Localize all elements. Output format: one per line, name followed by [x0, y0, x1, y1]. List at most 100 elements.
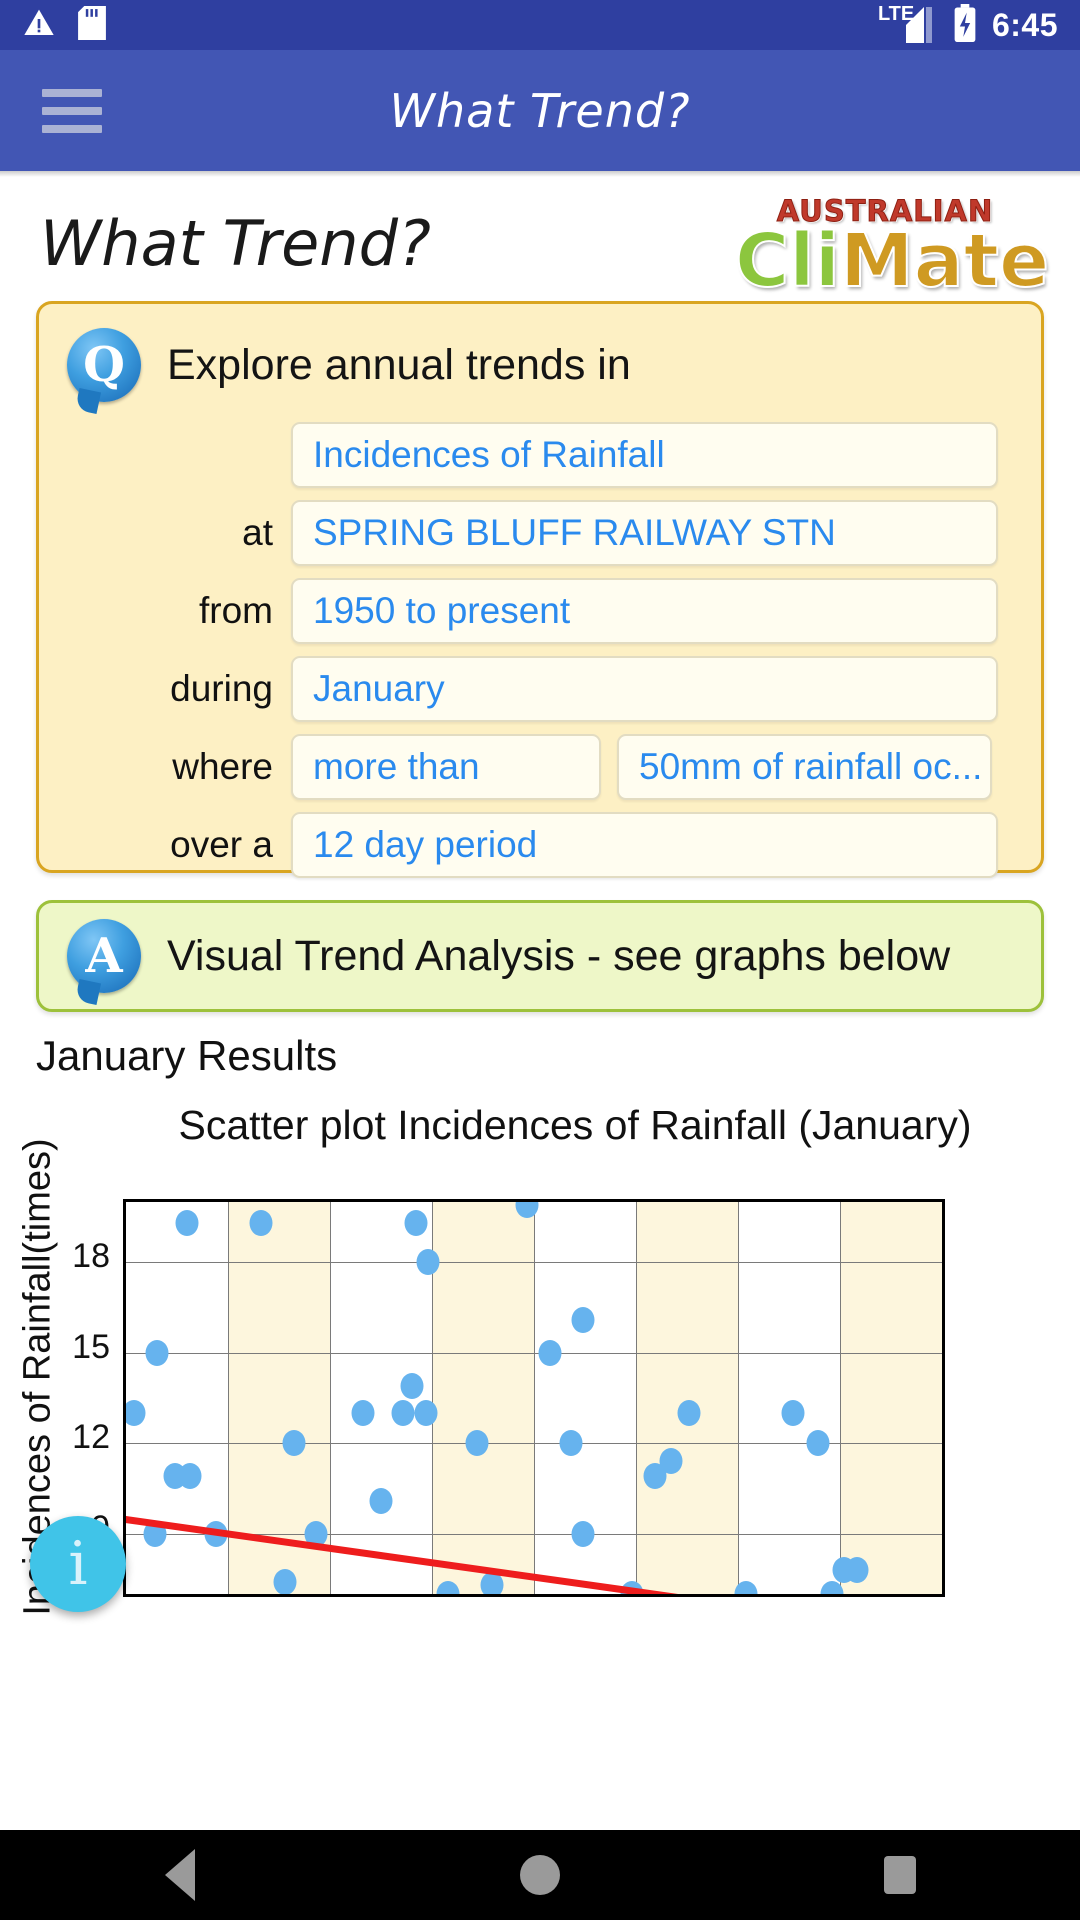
chart-gridline-vertical	[432, 1202, 433, 1594]
chart-data-point	[677, 1400, 701, 1427]
chart-gridline-vertical	[738, 1202, 739, 1594]
recents-square-icon	[884, 1856, 916, 1894]
form-row-window: over a 12 day period	[39, 806, 1041, 884]
question-card: Q Explore annual trends in Incidences of…	[36, 301, 1044, 878]
chart-data-point	[820, 1581, 844, 1594]
chart-data-point	[404, 1210, 428, 1237]
recents-button[interactable]	[720, 1856, 1080, 1894]
field-threshold[interactable]: 50mm of rainfall oc...	[617, 734, 992, 800]
chart-gridline-horizontal	[126, 1443, 942, 1445]
chart-data-point	[391, 1400, 415, 1427]
form-row-month: during January	[39, 650, 1041, 728]
chart-trend-line	[126, 1515, 681, 1594]
question-heading: Explore annual trends in	[167, 340, 631, 389]
chart-data-point	[145, 1339, 169, 1366]
chart-data-point	[515, 1202, 539, 1218]
question-badge-icon: Q	[67, 328, 141, 402]
chart-data-point	[351, 1400, 375, 1427]
form-row-period: from 1950 to present	[39, 572, 1041, 650]
field-window[interactable]: 12 day period	[291, 812, 998, 878]
chart-data-point	[659, 1448, 683, 1475]
form-label-where: where	[172, 746, 273, 787]
lte-label: LTE	[877, 3, 915, 25]
chart-data-point	[400, 1372, 424, 1399]
chart-gridline-vertical	[228, 1202, 229, 1594]
answer-badge-icon: A	[67, 919, 141, 993]
chart-y-tick-label: 18	[72, 1237, 110, 1276]
chart-data-point	[143, 1520, 167, 1547]
chart-gridline-horizontal	[126, 1352, 942, 1354]
australian-climate-logo: AUSTRALIAN CliMate	[734, 194, 1050, 307]
chart-y-tick-label: 12	[72, 1418, 110, 1457]
chart-data-point	[845, 1556, 869, 1583]
chart-data-point	[559, 1430, 583, 1457]
chart-data-point	[273, 1568, 297, 1594]
chart-gridline-vertical	[330, 1202, 331, 1594]
sd-card-icon	[78, 5, 106, 45]
chart-y-tick-label: 15	[72, 1327, 110, 1366]
chart-data-point	[571, 1520, 595, 1547]
signal-strength-icon: LTE	[877, 3, 938, 45]
chart-data-point	[538, 1339, 562, 1366]
results-section-label: January Results	[36, 1032, 338, 1079]
chart-plot-area	[123, 1199, 945, 1597]
back-triangle-icon	[165, 1849, 195, 1901]
chart-data-point	[806, 1430, 830, 1457]
logo-main-text: CliMate	[734, 222, 1050, 299]
chart-gridline-vertical	[534, 1202, 535, 1594]
chart-data-point	[126, 1400, 146, 1427]
chart-data-point	[249, 1210, 273, 1237]
info-icon[interactable]: i	[30, 1516, 126, 1612]
chart-title: Scatter plot Incidences of Rainfall (Jan…	[178, 1102, 972, 1148]
android-navigation-bar	[0, 1830, 1080, 1920]
chart-gridline-horizontal	[126, 1533, 942, 1535]
chart-data-point	[175, 1210, 199, 1237]
page-content: What Trend? AUSTRALIAN CliMate Q Explore…	[0, 177, 1080, 1920]
chart-band	[636, 1202, 738, 1594]
chart-data-point	[304, 1520, 328, 1547]
logo-top-text: AUSTRALIAN	[776, 194, 994, 228]
back-button[interactable]	[0, 1849, 360, 1901]
answer-card: A Visual Trend Analysis - see graphs bel…	[36, 900, 1044, 1012]
scatter-plot: Incidences of Rainfall(times) 1815129	[0, 1138, 1080, 1616]
chart-data-point	[178, 1463, 202, 1490]
home-button[interactable]	[360, 1855, 720, 1895]
chart-data-point	[620, 1581, 644, 1594]
status-bar: LTE 6:45	[0, 0, 1080, 50]
chart-data-point	[436, 1581, 460, 1594]
chart-data-point	[416, 1249, 440, 1276]
logo-mate-part: Mate	[839, 218, 1050, 304]
chart-data-point	[282, 1430, 306, 1457]
chart-data-point	[204, 1520, 228, 1547]
field-month[interactable]: January	[291, 656, 998, 722]
form-row-variable: Incidences of Rainfall	[39, 416, 1041, 494]
chart-data-point	[480, 1571, 504, 1594]
field-variable[interactable]: Incidences of Rainfall	[291, 422, 998, 488]
chart-data-point	[781, 1400, 805, 1427]
form-label-during: during	[170, 668, 273, 709]
form-row-station: at SPRING BLUFF RAILWAY STN	[39, 494, 1041, 572]
form-row-condition: where more than 50mm of rainfall oc...	[39, 728, 1041, 806]
chart-gridline-vertical	[840, 1202, 841, 1594]
chart-data-point	[643, 1463, 667, 1490]
status-bar-right-icons: LTE 6:45	[877, 3, 1058, 47]
chart-band	[840, 1202, 942, 1594]
app-bar: What Trend?	[0, 50, 1080, 171]
form-label-at: at	[242, 512, 273, 553]
app-bar-title: What Trend?	[389, 83, 691, 138]
form-label-over-a: over a	[170, 824, 273, 865]
form-label-from: from	[199, 590, 273, 631]
chart-data-point	[571, 1306, 595, 1333]
status-bar-left-icons	[22, 5, 106, 45]
field-comparator[interactable]: more than	[291, 734, 601, 800]
status-bar-clock: 6:45	[991, 6, 1058, 43]
logo-cli-part: Cli	[734, 218, 841, 304]
hamburger-menu-icon[interactable]	[42, 88, 102, 133]
field-station[interactable]: SPRING BLUFF RAILWAY STN	[291, 500, 998, 566]
home-circle-icon	[520, 1855, 560, 1895]
field-period[interactable]: 1950 to present	[291, 578, 998, 644]
chart-gridline-horizontal	[126, 1262, 942, 1264]
question-card-header: Q Explore annual trends in	[39, 304, 1041, 402]
page-title: What Trend?	[40, 207, 431, 280]
